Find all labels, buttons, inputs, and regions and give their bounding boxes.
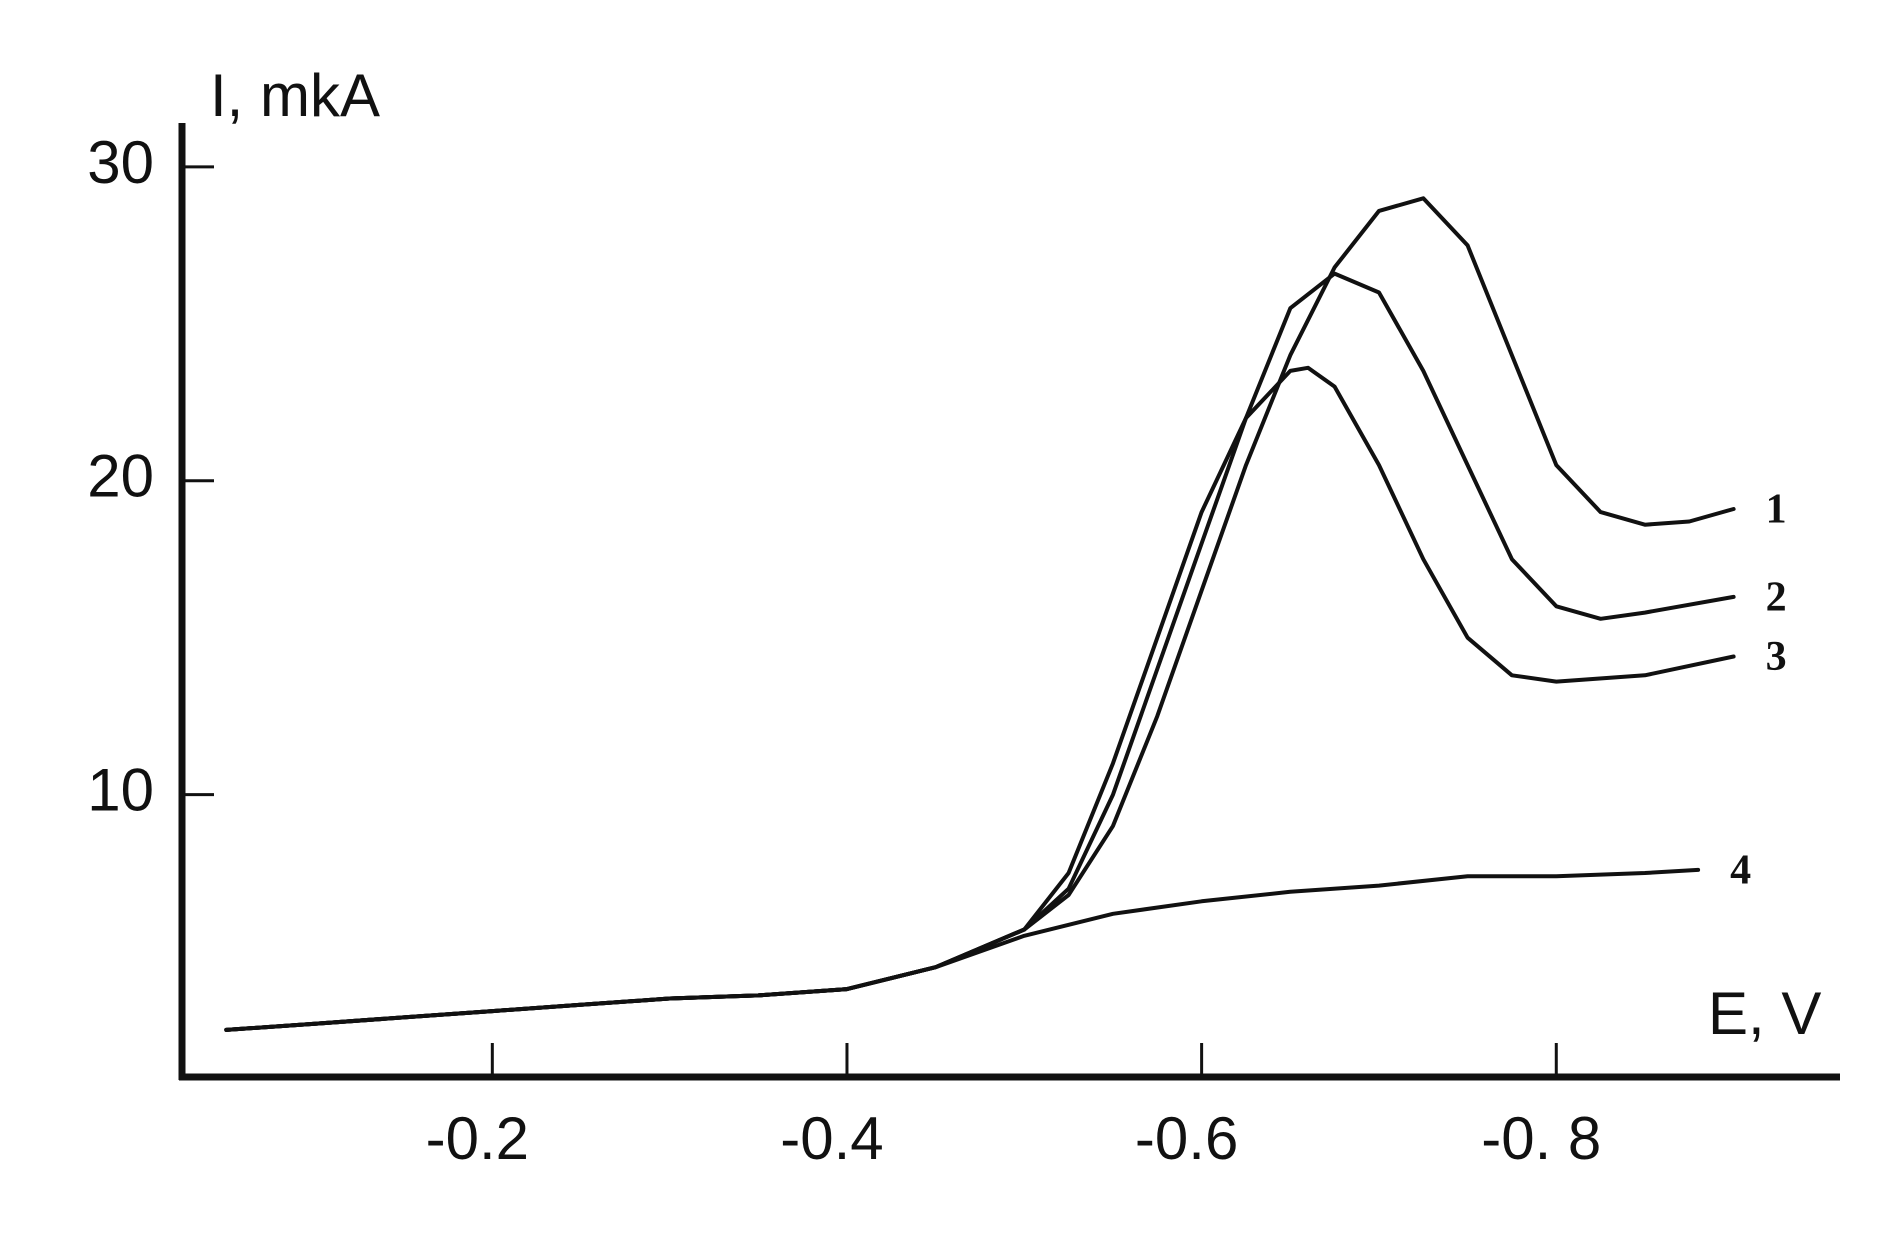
series-line: [224, 867, 1701, 1032]
series-label: 3: [1766, 634, 1787, 680]
series-label: 2: [1766, 575, 1787, 621]
y-axis-label: I, mkA: [210, 62, 380, 129]
series-label: 4: [1730, 848, 1751, 894]
y-tick-label: 30: [87, 129, 154, 196]
x-axis-label: E, V: [1708, 980, 1821, 1047]
series-line: [224, 196, 1736, 1032]
x-tick-label: -0.4: [780, 1105, 883, 1172]
y-tick-label: 10: [87, 756, 154, 823]
x-tick-label: -0. 8: [1481, 1105, 1601, 1172]
series-label: 1: [1766, 487, 1787, 533]
series-line: [224, 365, 1736, 1032]
y-tick-label: 20: [87, 443, 154, 510]
series-line: [224, 271, 1736, 1032]
x-tick-label: -0.2: [426, 1105, 529, 1172]
x-tick-label: -0.6: [1135, 1105, 1238, 1172]
